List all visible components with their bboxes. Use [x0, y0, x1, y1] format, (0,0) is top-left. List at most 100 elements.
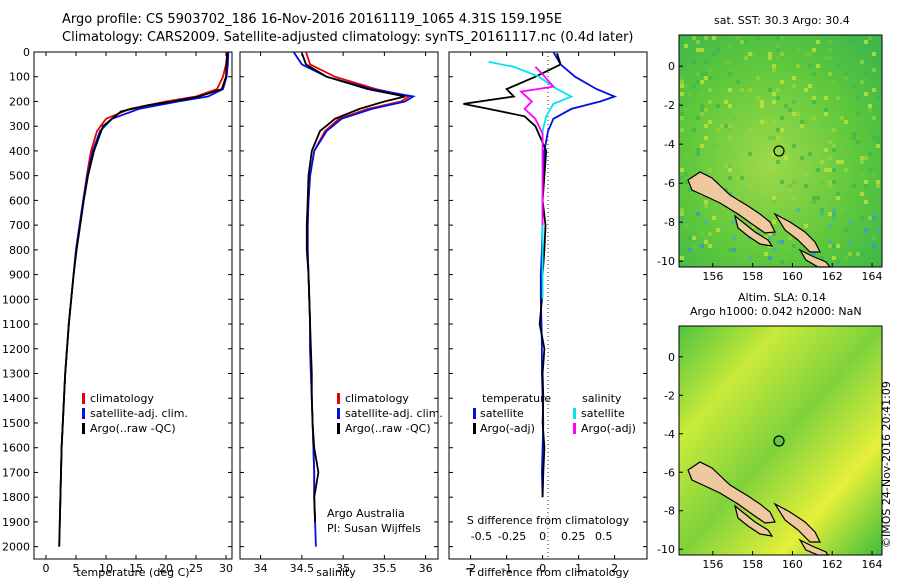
- sst-pixel: [828, 72, 832, 76]
- sst-pixel: [708, 120, 712, 124]
- sst-pixel: [812, 96, 816, 100]
- legend-swatch-climatology: [337, 393, 340, 404]
- sst-pixel: [796, 208, 800, 212]
- sst-pixel: [876, 228, 880, 232]
- sst-pixel: [748, 152, 752, 156]
- lat-tick-label: -8: [664, 505, 675, 518]
- sst-pixel: [812, 100, 816, 104]
- argo-location-marker: [773, 435, 785, 447]
- sst-pixel: [772, 120, 776, 124]
- sst-pixel: [780, 80, 784, 84]
- sst-pixel: [832, 168, 836, 172]
- sst-pixel: [816, 40, 820, 44]
- temperature-xticks: 0 5 10 15 20 25 30: [43, 562, 234, 575]
- sst-pixel: [752, 52, 756, 56]
- sst-pixel: [840, 208, 844, 212]
- legend-swatch-sal-argo: [573, 423, 576, 434]
- sst-pixel: [732, 236, 736, 240]
- sst-pixel: [704, 136, 708, 140]
- sst-pixel: [820, 208, 824, 212]
- sst-pixel: [828, 212, 832, 216]
- sst-pixel: [700, 80, 704, 84]
- salinity-panel: salinity 34 34.5 35 35.5 36 climatology sate…: [239, 51, 443, 579]
- sst-pixel: [684, 84, 688, 88]
- sla-lat-ticks: 0 -2 -4 -6 -8 -10: [657, 351, 683, 556]
- sst-pixel: [680, 256, 684, 260]
- sst-pixel: [764, 236, 768, 240]
- x-tick-label: 30: [219, 562, 233, 575]
- sst-pixel: [876, 140, 880, 144]
- salinity-legend: climatology satellite-adj. clim. Argo(..…: [337, 392, 443, 435]
- legend-title-salinity: salinity: [582, 392, 622, 405]
- sst-pixel: [824, 112, 828, 116]
- sst-pixel: [824, 108, 828, 112]
- sst-pixel: [844, 120, 848, 124]
- legend-title-temperature: temperature: [482, 392, 551, 405]
- sst-pixel: [724, 188, 728, 192]
- sst-pixel: [860, 252, 864, 256]
- sst-pixel: [680, 212, 684, 216]
- sst-pixel: [800, 156, 804, 160]
- sst-pixel: [720, 124, 724, 128]
- sst-pixel: [872, 172, 876, 176]
- sst-pixel: [832, 144, 836, 148]
- sst-pixel: [680, 112, 684, 116]
- sst-pixel: [788, 188, 792, 192]
- temperature-series: [58, 51, 230, 547]
- imos-timestamp: ©IMOS 24-Nov-2016 20:41:09: [880, 381, 893, 548]
- sst-pixel: [772, 152, 776, 156]
- sst-pixel: [728, 164, 732, 168]
- sst-pixel: [772, 92, 776, 96]
- sst-pixel: [700, 112, 704, 116]
- lon-tick-label: 156: [702, 270, 723, 283]
- sst-pixel: [708, 88, 712, 92]
- sst-pixel: [804, 52, 808, 56]
- sst-pixel: [868, 108, 872, 112]
- sst-pixel: [728, 44, 732, 48]
- sst-pixel: [828, 180, 832, 184]
- legend-label: Argo(-adj): [581, 422, 636, 435]
- y-tick-label: 1700: [2, 466, 30, 479]
- y-tick-label: 600: [9, 194, 30, 207]
- sst-pixel: [760, 148, 764, 152]
- sst-pixel: [820, 212, 824, 216]
- sst-pixel: [764, 120, 768, 124]
- sst-pixel: [780, 240, 784, 244]
- lon-tick-label: 158: [742, 270, 763, 283]
- sst-pixel: [704, 108, 708, 112]
- sst-pixel: [696, 152, 700, 156]
- sst-pixel: [820, 160, 824, 164]
- y-tick-label: 400: [9, 145, 30, 158]
- sst-pixel: [748, 128, 752, 132]
- sst-pixel: [680, 128, 684, 132]
- sst-pixel: [764, 252, 768, 256]
- sst-pixel: [780, 36, 784, 40]
- sst-pixel: [772, 156, 776, 160]
- sst-pixel: [780, 180, 784, 184]
- sst-pixel: [692, 244, 696, 248]
- sst-pixel: [872, 216, 876, 220]
- x-tick-label: 10: [99, 562, 113, 575]
- islands: [687, 461, 830, 556]
- sst-pixel: [704, 240, 708, 244]
- sst-pixel: [708, 168, 712, 172]
- s-difference-ticks: -0.5 -0.25 0 0.25 0.5: [471, 530, 613, 543]
- sst-pixel: [688, 236, 692, 240]
- sst-pixel: [744, 56, 748, 60]
- y-tick-label: 900: [9, 269, 30, 282]
- sst-pixel: [708, 116, 712, 120]
- sst-pixel: [684, 224, 688, 228]
- sst-pixel: [792, 180, 796, 184]
- temperature-legend: climatology satellite-adj. clim. Argo(..…: [82, 392, 188, 435]
- sst-pixel: [824, 148, 828, 152]
- sst-pixel: [812, 232, 816, 236]
- x-tick-label: 34: [254, 562, 268, 575]
- y-tick-label: 300: [9, 120, 30, 133]
- sst-pixel: [704, 76, 708, 80]
- sst-pixel: [760, 120, 764, 124]
- sst-pixel: [708, 76, 712, 80]
- sst-pixel: [728, 60, 732, 64]
- sst-pixel: [836, 112, 840, 116]
- sst-pixel: [836, 244, 840, 248]
- difference-panel: T difference from climatology S differen…: [448, 51, 648, 579]
